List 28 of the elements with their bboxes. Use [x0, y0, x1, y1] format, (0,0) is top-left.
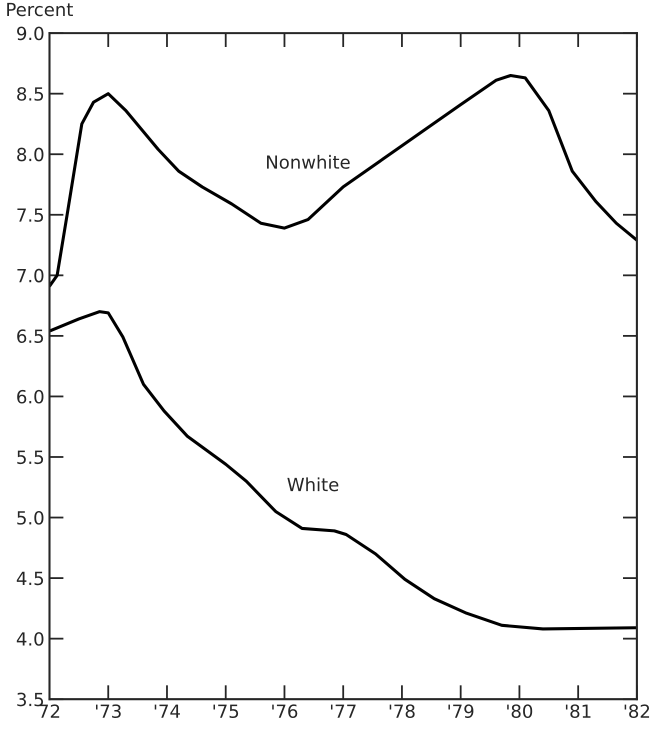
x-tick-label: '76	[272, 704, 298, 718]
series-label: Nonwhite	[267, 154, 350, 169]
y-tick-label: 5.5	[17, 450, 44, 464]
x-tick-label: '81	[566, 704, 590, 718]
y-tick-label: 3.5	[17, 692, 44, 706]
y-tick-label: 4.5	[16, 572, 44, 586]
x-tick-label: '75	[213, 704, 238, 718]
line-series	[50, 74, 637, 288]
x-tick-label: 72	[39, 704, 60, 718]
y-tick-label: 4.0	[16, 632, 44, 646]
series-label: White	[287, 477, 338, 492]
y-tick-label: 8.5	[17, 87, 44, 101]
y-tick-label: 5.0	[17, 511, 44, 525]
y-tick-label: 6.5	[17, 329, 44, 343]
x-tick-label: '79	[448, 704, 474, 718]
y-tick-label: 6.0	[17, 390, 44, 404]
y-tick-label: 7.5	[17, 208, 44, 222]
line-series	[50, 310, 637, 630]
x-tick-label: '82	[624, 704, 650, 718]
y-tick-label: 9.0	[17, 26, 44, 40]
x-tick-label: '77	[330, 704, 356, 718]
x-tick-label: '73	[96, 704, 121, 718]
y-tick-label: 8.0	[17, 148, 44, 162]
x-tick-label: '80	[507, 704, 532, 718]
x-tick-label: '74	[154, 704, 180, 718]
y-axis-title: Percent	[7, 2, 73, 16]
y-tick-label: 7.0	[17, 268, 44, 282]
x-tick-label: '78	[390, 704, 415, 718]
